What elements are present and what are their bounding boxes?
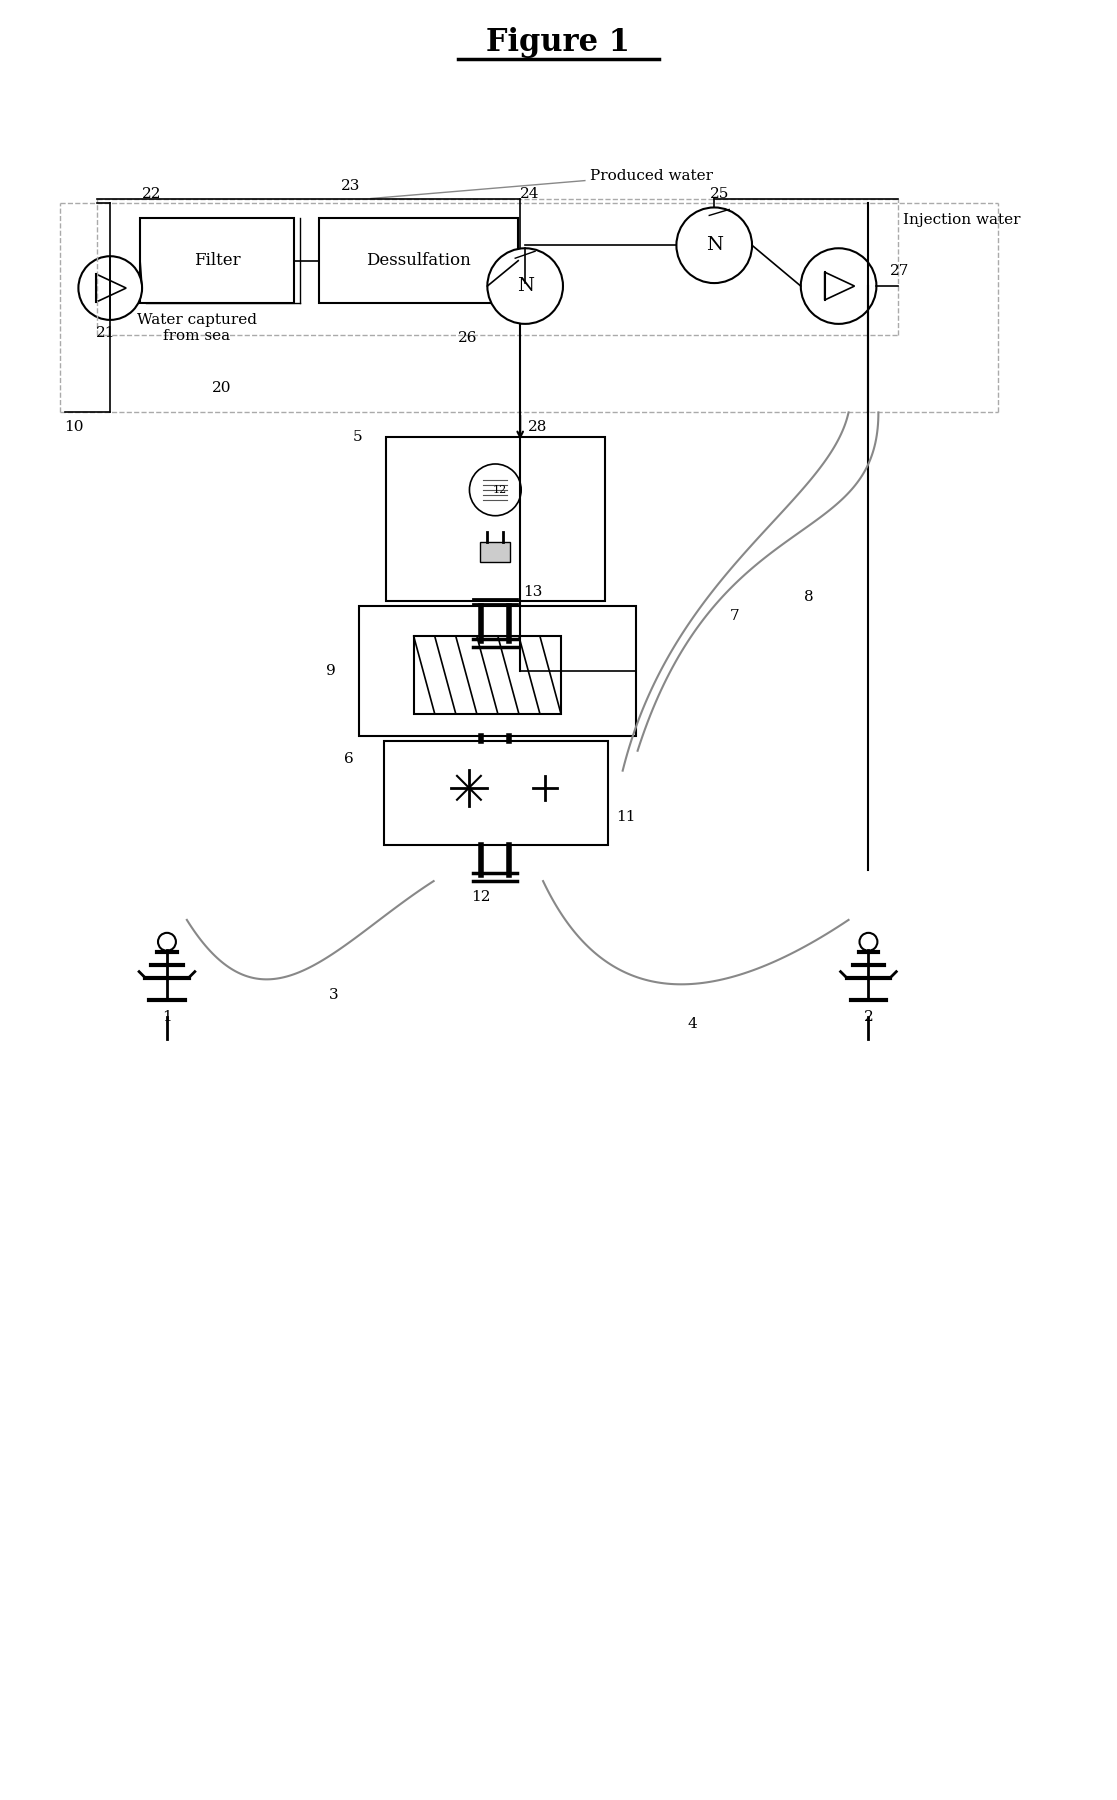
Bar <box>385 437 604 601</box>
Text: 24: 24 <box>521 187 540 200</box>
Text: 27: 27 <box>890 265 909 279</box>
Text: 8: 8 <box>804 590 813 603</box>
Bar <box>359 607 636 736</box>
Text: 6: 6 <box>344 752 354 765</box>
Circle shape <box>78 256 142 320</box>
Bar <box>477 758 513 763</box>
Circle shape <box>677 207 752 283</box>
Text: 23: 23 <box>341 178 361 193</box>
Text: 7: 7 <box>729 610 739 623</box>
Bar <box>480 542 510 562</box>
Text: 13: 13 <box>523 585 543 599</box>
Text: 9: 9 <box>326 664 336 679</box>
Circle shape <box>469 464 522 517</box>
Bar <box>477 765 513 772</box>
Text: 4: 4 <box>687 1017 697 1031</box>
Text: 21: 21 <box>96 326 115 340</box>
Text: Produced water: Produced water <box>590 169 713 182</box>
Circle shape <box>801 248 877 324</box>
Text: 3: 3 <box>330 988 338 1001</box>
Text: 11: 11 <box>615 810 636 824</box>
Bar <box>384 742 608 846</box>
Text: 12: 12 <box>493 484 506 495</box>
Circle shape <box>157 932 175 950</box>
Bar <box>477 623 513 630</box>
Bar <box>477 742 513 747</box>
Text: Filter: Filter <box>194 252 240 270</box>
Bar <box>477 632 513 637</box>
Circle shape <box>487 248 563 324</box>
Text: 20: 20 <box>212 380 231 394</box>
Text: N: N <box>706 236 723 254</box>
Text: Figure 1: Figure 1 <box>486 27 630 58</box>
Bar <box>319 218 518 302</box>
Bar <box>477 607 513 614</box>
Bar <box>477 616 513 621</box>
Text: 5: 5 <box>353 430 363 445</box>
Text: 22: 22 <box>142 187 162 200</box>
Text: 12: 12 <box>470 889 490 904</box>
Text: 10: 10 <box>65 421 84 434</box>
Text: 26: 26 <box>458 331 477 346</box>
Bar <box>413 637 561 715</box>
Text: Water captured
from sea: Water captured from sea <box>136 313 257 344</box>
Text: 2: 2 <box>863 1010 873 1024</box>
Text: Dessulfation: Dessulfation <box>366 252 471 270</box>
Text: 1: 1 <box>162 1010 172 1024</box>
Bar <box>477 751 513 756</box>
Text: Injection water: Injection water <box>904 214 1021 227</box>
Text: N: N <box>517 277 534 295</box>
Circle shape <box>859 932 878 950</box>
Text: 28: 28 <box>528 421 547 434</box>
Text: 25: 25 <box>709 187 729 200</box>
Bar <box>140 218 294 302</box>
